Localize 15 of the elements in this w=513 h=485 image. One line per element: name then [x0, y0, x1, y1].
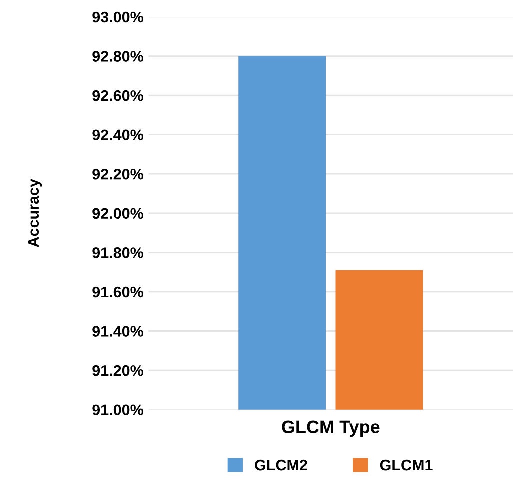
- y-tick-label: 92.00%: [92, 208, 144, 220]
- y-tick-label: 92.80%: [92, 51, 144, 62]
- y-tick-label: 93.00%: [92, 12, 144, 23]
- legend-label: GLCM2: [255, 460, 308, 471]
- x-axis-title: GLCM Type: [282, 420, 380, 438]
- y-tick-label: 91.00%: [92, 404, 144, 416]
- y-tick-label: 91.20%: [92, 365, 144, 376]
- y-tick-label: 91.60%: [92, 286, 144, 298]
- y-tick-label: 92.40%: [92, 130, 144, 141]
- y-tick-label: 92.20%: [92, 168, 144, 180]
- legend-label: GLCM1: [380, 460, 433, 471]
- y-tick-label: 91.80%: [92, 248, 144, 258]
- y-axis-title: Accuracy: [28, 179, 42, 248]
- y-tick-label: 92.60%: [92, 90, 144, 102]
- y-tick-label: 91.40%: [92, 326, 144, 337]
